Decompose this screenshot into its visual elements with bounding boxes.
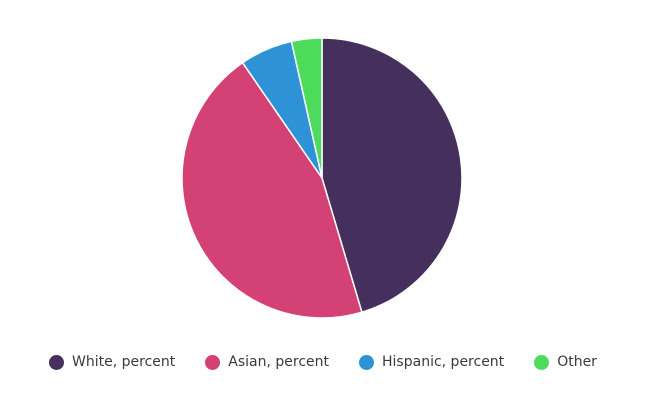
legend-label-white: White, percent <box>72 354 176 370</box>
pie-chart-svg <box>181 37 463 319</box>
legend-item-hispanic[interactable]: Hispanic, percent <box>359 354 504 370</box>
pie-chart <box>181 37 463 319</box>
legend-dot-white <box>49 354 65 370</box>
legend-dot-hispanic <box>359 354 375 370</box>
chart-legend: White, percent Asian, percent Hispanic, … <box>0 350 646 374</box>
pie-slice-other[interactable] <box>290 37 323 179</box>
legend-item-asian[interactable]: Asian, percent <box>205 354 329 370</box>
legend-item-other[interactable]: Other <box>534 354 597 370</box>
legend-item-white[interactable]: White, percent <box>49 354 175 370</box>
legend-label-hispanic: Hispanic, percent <box>382 354 505 370</box>
pie-slice-white[interactable] <box>321 37 463 313</box>
legend-label-other: Other <box>557 354 597 370</box>
pie-slice-asian[interactable] <box>181 61 363 319</box>
legend-dot-asian <box>205 354 221 370</box>
legend-label-asian: Asian, percent <box>228 354 330 370</box>
legend-dot-other <box>534 354 550 370</box>
